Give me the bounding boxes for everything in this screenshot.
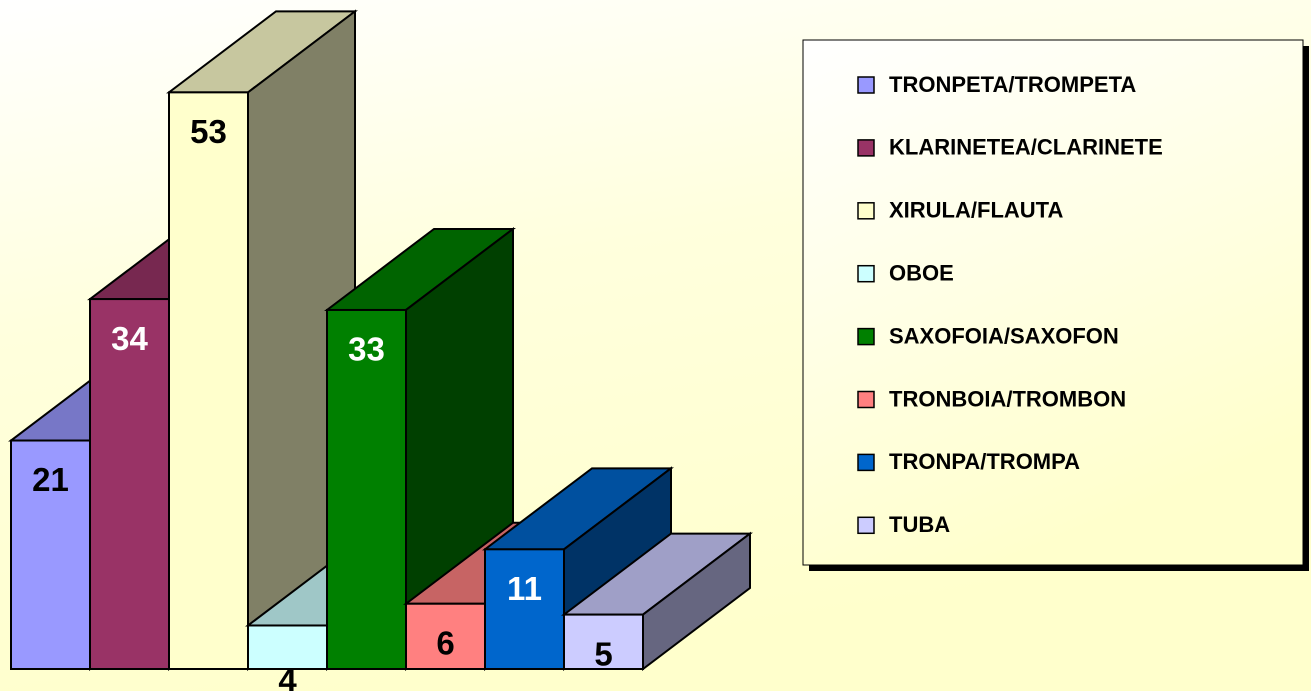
legend-swatch: [857, 202, 875, 220]
legend-swatch: [857, 139, 875, 157]
data-label: 33: [348, 331, 385, 368]
bar-front: [168, 91, 249, 671]
legend-swatch: [857, 390, 875, 409]
legend-label: TUBA: [889, 512, 950, 537]
data-label: 4: [278, 662, 297, 691]
legend-label: OBOE: [889, 261, 954, 286]
legend-box: [802, 39, 1304, 566]
legend-label: TRONBOIA/TROMBON: [889, 386, 1126, 411]
legend: TRONPETA/TROMPETA KLARINETEA/CLARINETE XIR…: [802, 39, 1309, 571]
legend-swatch: [857, 453, 875, 472]
legend-label: KLARINETEA/CLARINETE: [889, 135, 1163, 160]
legend-label: TRONPETA/TROMPETA: [889, 72, 1136, 97]
legend-label: XIRULA/FLAUTA: [889, 198, 1063, 223]
data-label: 6: [436, 624, 454, 661]
data-label: 53: [190, 113, 227, 150]
legend-label: SAXOFOIA/SAXOFON: [889, 323, 1119, 348]
bar-front: [405, 602, 486, 670]
legend-swatch: [857, 76, 875, 94]
bar-front: [563, 613, 644, 670]
plot: 21 34 53 4 33 6 11 5: [8, 9, 753, 691]
bar-front: [484, 548, 565, 671]
bar: [324, 226, 516, 672]
bar-front: [247, 624, 328, 670]
legend-label: TRONPA/TROMPA: [889, 449, 1080, 474]
legend-swatch: [857, 264, 875, 283]
data-label: 5: [594, 635, 612, 672]
bar: [561, 531, 753, 672]
data-label: 11: [507, 570, 542, 607]
legend-swatch: [857, 327, 875, 346]
data-label: 21: [32, 461, 69, 498]
bar-front: [326, 308, 407, 670]
data-label: 34: [111, 320, 148, 357]
legend-swatch: [857, 516, 875, 535]
